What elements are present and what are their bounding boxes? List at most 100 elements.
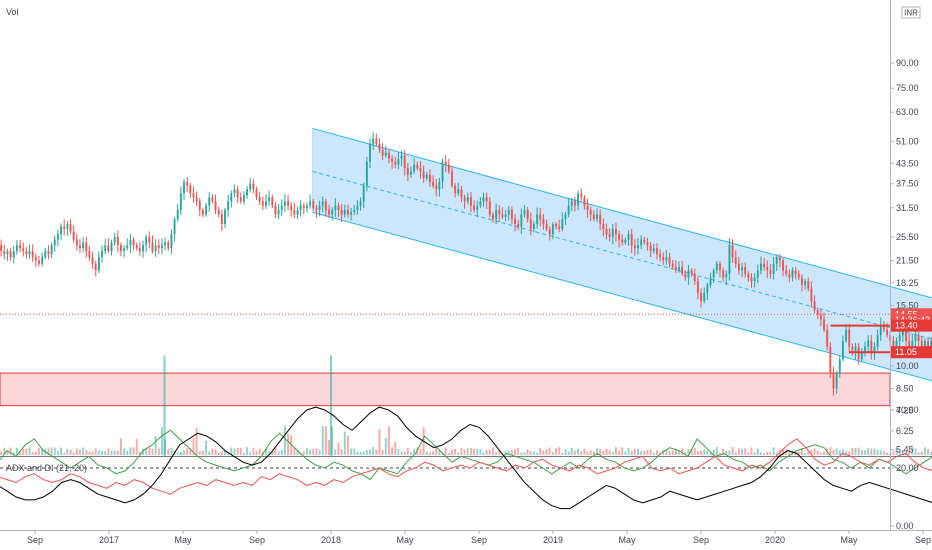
candle-body — [6, 251, 9, 255]
candle-body — [353, 209, 356, 213]
candle-body — [911, 340, 914, 347]
candle-body — [160, 245, 163, 249]
candle-body — [741, 267, 743, 271]
volume-bar — [265, 448, 267, 455]
candle-body — [864, 346, 866, 353]
volume-bar — [447, 452, 450, 455]
candle-body — [832, 373, 835, 389]
candle-body — [47, 251, 50, 255]
candle-body — [681, 267, 684, 274]
candle-body — [403, 155, 406, 169]
volume-bar — [201, 450, 204, 455]
candle-body — [104, 245, 107, 252]
candle-body — [211, 197, 214, 202]
candle-body — [706, 284, 709, 293]
candle-body — [870, 340, 873, 353]
candle-body — [898, 335, 901, 341]
volume-bar — [170, 447, 173, 455]
volume-bar — [741, 448, 743, 455]
volume-bar — [495, 452, 498, 455]
candle-body — [410, 171, 412, 175]
volume-bar — [53, 447, 56, 455]
candle-body — [261, 201, 264, 206]
horizontal-lines-layer — [0, 313, 890, 354]
volume-bar — [116, 450, 119, 455]
volume-bar — [19, 451, 22, 455]
volume-bar — [693, 447, 696, 455]
volume-bar — [280, 449, 283, 455]
volume-bar — [242, 452, 245, 455]
volume-bar — [637, 448, 639, 455]
time-tick-label: May — [174, 535, 192, 545]
candle-body — [220, 214, 223, 225]
candle-body — [126, 245, 129, 249]
candle-body — [321, 201, 324, 206]
candle-body — [501, 214, 504, 217]
candle-body — [829, 346, 832, 374]
candle-body — [577, 193, 580, 206]
candle-body — [927, 340, 930, 347]
candle-body — [400, 155, 403, 159]
volume-bar — [873, 448, 876, 455]
candle-body — [350, 212, 353, 215]
candle-body — [529, 219, 532, 230]
price-axis[interactable]: 5.45 6.25 7.25 8.50 10.00 11.05 13.40 15.50 18.2… — [890, 0, 932, 530]
volume-bar — [75, 448, 78, 455]
candle-body — [372, 138, 375, 145]
candle-body — [463, 197, 466, 202]
currency-badge[interactable]: INR — [901, 6, 921, 19]
volume-bar — [138, 451, 141, 455]
candle-body — [179, 193, 182, 210]
candle-body — [422, 171, 425, 179]
volume-bar — [258, 448, 261, 455]
volume-bar — [410, 451, 412, 455]
volume-bar — [539, 448, 542, 455]
volume-bar — [898, 452, 901, 455]
volume-bar — [914, 448, 917, 455]
candle-body — [845, 329, 848, 341]
candle-body — [555, 224, 557, 227]
support-zone[interactable] — [0, 372, 891, 407]
volume-bar — [725, 450, 728, 455]
candle-body — [50, 245, 53, 255]
candle-body — [384, 152, 387, 156]
candle-body — [309, 201, 312, 206]
volume-bar — [769, 452, 772, 455]
candle-body — [599, 214, 602, 225]
channel-lower-line[interactable] — [312, 211, 932, 388]
volume-bar — [277, 451, 280, 455]
candle-body — [908, 340, 911, 347]
candle-body — [841, 340, 844, 360]
candle-body — [495, 209, 498, 220]
volume-bar — [719, 452, 721, 455]
volume-bar — [227, 452, 230, 455]
candle-body — [923, 340, 926, 347]
volume-bar — [574, 450, 576, 455]
time-axis[interactable]: Sep 2017 May Sep 2018 May Sep 2019 May Sep 2020 May… — [0, 530, 932, 545]
price-label-box — [891, 319, 932, 332]
candle-body — [142, 245, 144, 252]
volume-bar — [706, 450, 709, 455]
volume-bar — [674, 448, 677, 455]
volume-bar — [696, 450, 699, 455]
volume-bar — [236, 448, 239, 455]
candle-body — [526, 209, 529, 220]
volume-bar — [9, 447, 12, 455]
candle-body — [145, 236, 148, 246]
volume-bar — [252, 448, 255, 455]
volume-bar — [857, 447, 860, 455]
time-axis-ticks: Sep 2017 May Sep 2018 May Sep 2019 May Sep 2020 May… — [27, 530, 931, 545]
volume-bar — [479, 449, 482, 455]
channel-upper-line[interactable] — [312, 127, 932, 305]
candle-body — [293, 209, 296, 215]
volume-bar — [876, 449, 879, 455]
candle-body — [674, 267, 677, 271]
price-tick-label: 8.50 — [896, 383, 914, 393]
candle-body — [280, 205, 283, 210]
candle-body — [113, 236, 116, 243]
volume-bar — [782, 449, 784, 455]
candle-body — [381, 149, 384, 156]
candle-body — [217, 209, 220, 215]
volume-bar — [217, 452, 220, 455]
